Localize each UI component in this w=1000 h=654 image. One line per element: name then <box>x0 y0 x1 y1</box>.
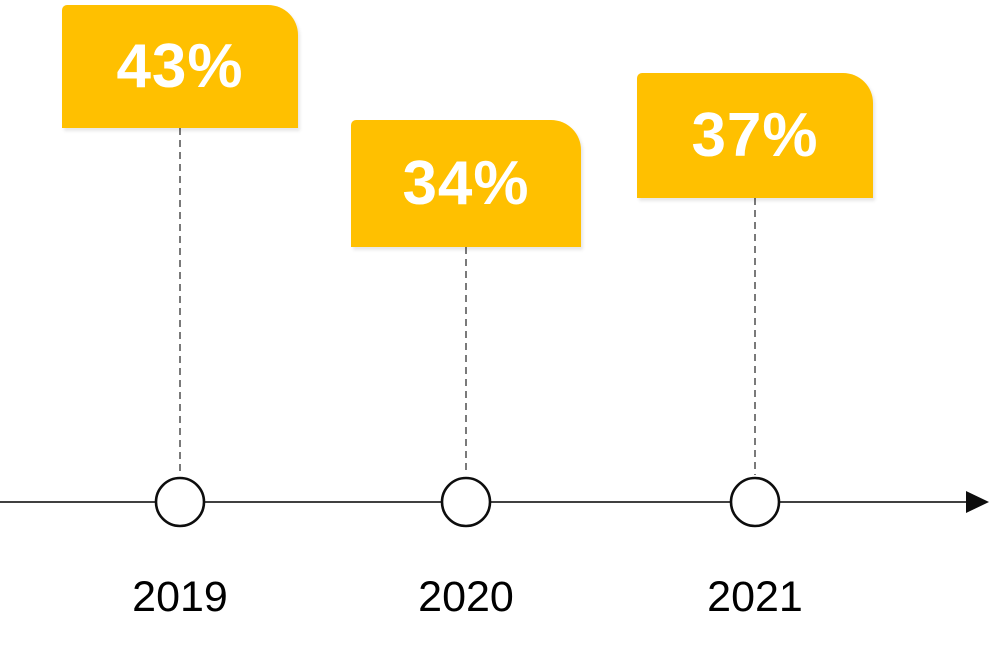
year-label-2020: 2020 <box>418 573 514 621</box>
callout-2021: 37% <box>637 73 873 198</box>
milestone-node-2019 <box>154 476 206 528</box>
milestone-node-2020 <box>440 476 492 528</box>
callout-2020: 34% <box>351 120 581 247</box>
milestone-node-2021 <box>729 476 781 528</box>
year-label-2021: 2021 <box>707 573 803 621</box>
year-label-2019: 2019 <box>132 573 228 621</box>
value-label-2021: 37% <box>691 100 819 170</box>
value-label-2020: 34% <box>402 148 530 218</box>
timeline-arrowhead-icon <box>966 491 989 513</box>
callout-2019: 43% <box>62 5 298 128</box>
value-label-2019: 43% <box>116 31 244 101</box>
